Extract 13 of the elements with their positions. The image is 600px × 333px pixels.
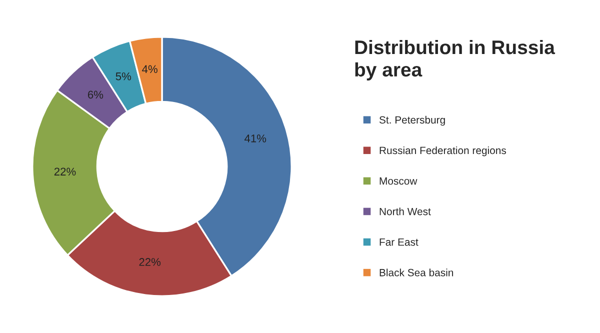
- text: Distribution in Russia by area: [355, 40, 556, 80]
- data-label: 22%: [139, 258, 161, 266]
- data-label: 41%: [244, 134, 266, 142]
- data-label: 5%: [116, 72, 132, 80]
- data-label: 22%: [54, 168, 76, 176]
- legend-label: St. Petersburg: [379, 116, 445, 126]
- legend-label: Russian Federation regions: [380, 146, 506, 156]
- legend-label: Black Sea basin: [380, 268, 454, 276]
- legend-label: Far East: [380, 238, 418, 246]
- legend-label: Moscow: [380, 177, 418, 185]
- data-label: 4%: [142, 65, 158, 74]
- data-label: 6%: [88, 90, 104, 99]
- legend-label: North West: [380, 208, 431, 216]
